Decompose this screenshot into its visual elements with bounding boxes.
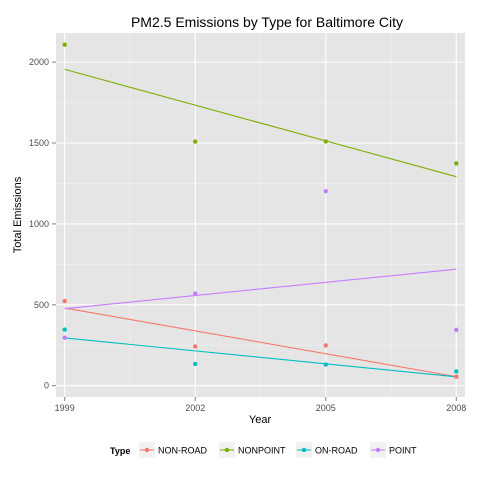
point-on-road: [323, 362, 328, 367]
trend-line-point: [64, 268, 457, 310]
x-tick-label: 2008: [446, 403, 466, 413]
y-tick-label: 500: [34, 300, 49, 310]
point-non-road: [193, 344, 198, 349]
point-nonpoint: [193, 139, 198, 144]
y-axis-ticks: 0 500 1000 1500 2000: [29, 57, 56, 391]
x-axis-ticks: 1999 2002 2005 2008: [55, 397, 466, 413]
legend-label-nonpoint: NONPOINT: [238, 446, 286, 456]
y-axis-title: Total Emissions: [12, 176, 24, 253]
legend-key-dot: [375, 447, 381, 453]
point-nonpoint: [62, 42, 67, 47]
legend-title: Type: [110, 446, 130, 456]
y-tick-label: 1500: [29, 138, 49, 148]
minor-gridlines: [56, 33, 465, 397]
point-point: [323, 189, 328, 194]
point-on-road: [454, 369, 459, 374]
point-point: [454, 327, 459, 333]
legend-label-on-road: ON-ROAD: [315, 446, 358, 456]
legend-label-non-road: NON-ROAD: [158, 446, 207, 456]
x-tick-label: 1999: [55, 403, 75, 413]
trend-lines: [64, 68, 457, 378]
legend-key-dot: [144, 447, 150, 453]
y-tick-label: 2000: [29, 57, 49, 67]
point-non-road: [62, 298, 67, 304]
trend-line-non-road: [64, 307, 457, 378]
legend-label-point: POINT: [389, 446, 417, 456]
point-nonpoint: [323, 139, 328, 144]
point-non-road: [323, 343, 328, 348]
y-tick-label: 1000: [29, 219, 49, 229]
chart-title: PM2.5 Emissions by Type for Baltimore Ci…: [131, 14, 403, 30]
y-tick-label: 0: [44, 381, 49, 391]
major-gridlines: [56, 33, 465, 397]
data-points: [62, 42, 459, 379]
trend-line-nonpoint: [64, 68, 457, 178]
trend-line-on-road: [64, 337, 457, 378]
legend: Type NON-ROAD NONPOINT ON-ROAD POINT: [110, 442, 417, 458]
point-point: [62, 335, 67, 340]
x-tick-label: 2005: [316, 403, 336, 413]
point-point: [193, 291, 198, 296]
point-non-road: [454, 374, 459, 379]
point-on-road: [62, 327, 67, 332]
x-axis-title: Year: [249, 414, 272, 426]
legend-key-dot: [224, 447, 230, 453]
point-nonpoint: [454, 161, 459, 166]
legend-key-dot: [301, 447, 307, 453]
point-on-road: [193, 361, 198, 367]
x-tick-label: 2002: [185, 403, 205, 413]
